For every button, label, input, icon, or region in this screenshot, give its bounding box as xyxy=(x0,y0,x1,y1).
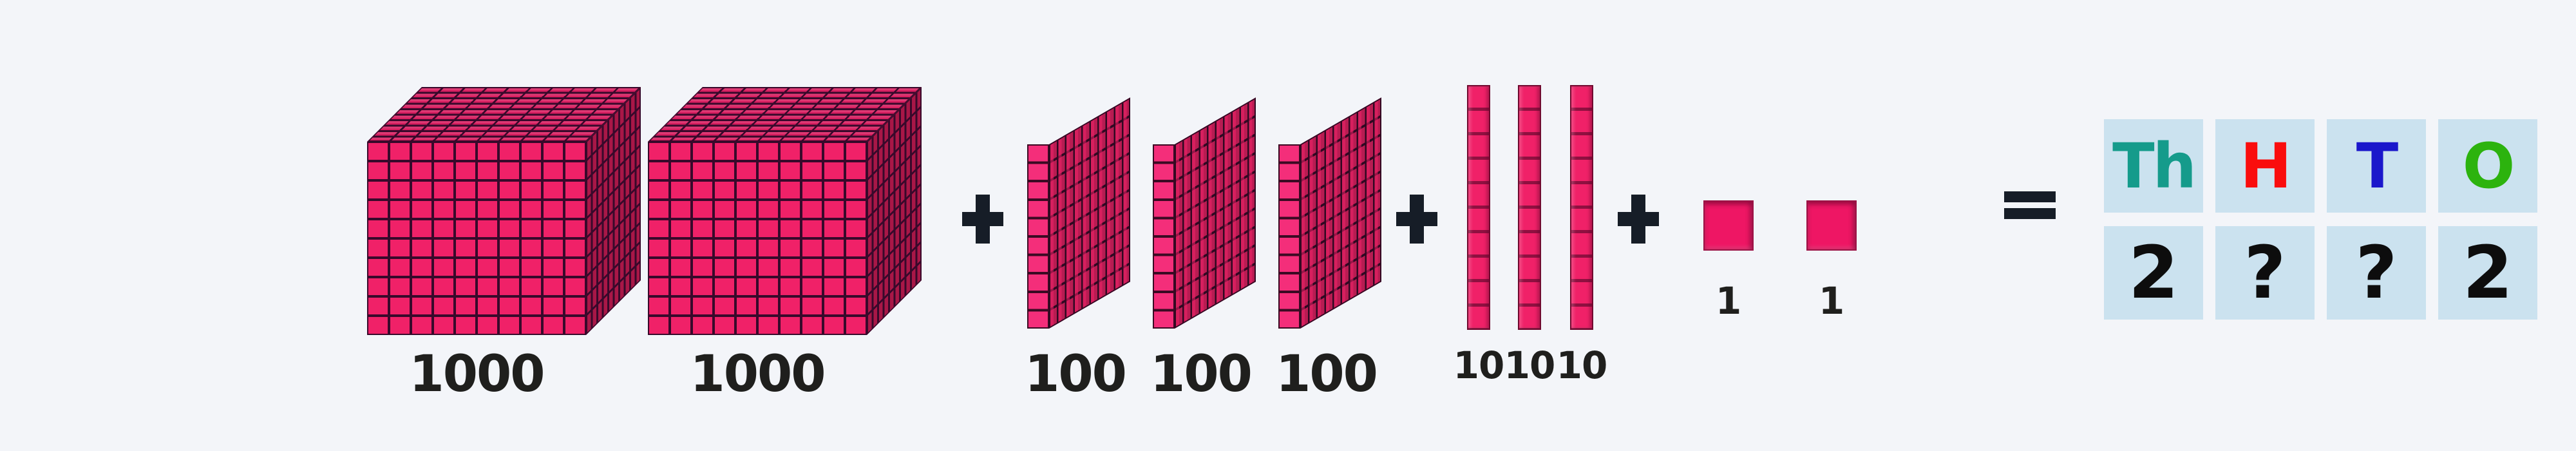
table-value-ones: 2 xyxy=(2438,226,2537,320)
hundred-block xyxy=(1153,82,1259,329)
ten-block-label: 10 xyxy=(1453,343,1505,387)
hundred-block xyxy=(1027,82,1133,329)
table-header-tens: T xyxy=(2327,119,2426,213)
plus-icon xyxy=(1396,195,1437,244)
table-header-hundreds: H xyxy=(2215,119,2315,213)
hundred-block-edge xyxy=(1278,144,1300,329)
one-block xyxy=(1703,200,1754,251)
thousand-block-label: 1000 xyxy=(409,345,545,403)
hundred-block-label: 100 xyxy=(1276,345,1378,403)
plus-icon xyxy=(1618,195,1659,244)
thousand-block-front-face xyxy=(367,142,586,335)
thousand-block xyxy=(648,87,922,335)
place-value-table: Th H T O 2 ? ? 2 xyxy=(2104,119,2537,320)
table-header-thousands: Th xyxy=(2104,119,2203,213)
ten-block xyxy=(1518,85,1541,330)
equals-icon xyxy=(2004,191,2056,219)
one-block-label: 1 xyxy=(1715,279,1742,323)
hundred-block-edge xyxy=(1027,144,1049,329)
one-block-label: 1 xyxy=(1818,279,1845,323)
table-value-tens: ? xyxy=(2327,226,2426,320)
ten-block xyxy=(1467,85,1490,330)
hundred-block-face xyxy=(1175,97,1256,329)
table-value-hundreds: ? xyxy=(2215,226,2315,320)
ten-block-label: 10 xyxy=(1504,343,1556,387)
hundred-block-face xyxy=(1049,97,1130,329)
ten-block-label: 10 xyxy=(1556,343,1608,387)
ten-block xyxy=(1570,85,1593,330)
thousand-block-label: 1000 xyxy=(690,345,826,403)
table-value-thousands: 2 xyxy=(2104,226,2203,320)
table-header-ones: O xyxy=(2438,119,2537,213)
thousand-block xyxy=(367,87,641,335)
hundred-block-edge xyxy=(1153,144,1175,329)
thousand-block-front-face xyxy=(648,142,867,335)
hundred-block-face xyxy=(1300,97,1381,329)
one-block xyxy=(1806,200,1857,251)
hundred-block-label: 100 xyxy=(1025,345,1127,403)
hundred-block xyxy=(1278,82,1385,329)
plus-icon xyxy=(962,195,1003,244)
hundred-block-label: 100 xyxy=(1150,345,1253,403)
